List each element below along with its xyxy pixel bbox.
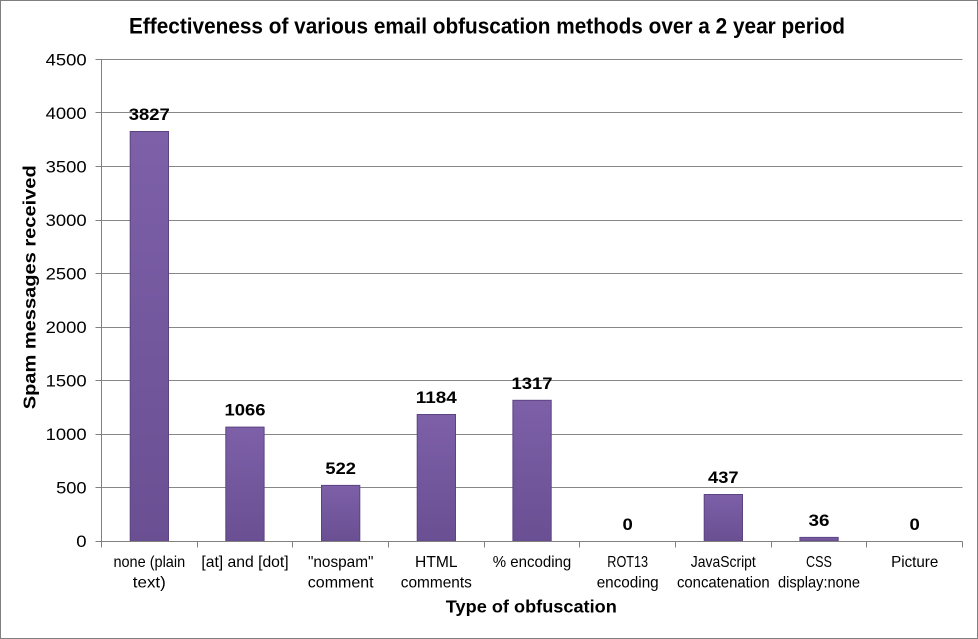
svg-text:36: 36 bbox=[809, 512, 830, 530]
svg-text:JavaScript: JavaScript bbox=[691, 554, 756, 571]
svg-text:0: 0 bbox=[910, 516, 920, 534]
svg-text:"nospam": "nospam" bbox=[308, 554, 374, 571]
svg-text:display:none: display:none bbox=[778, 574, 860, 591]
svg-text:4500: 4500 bbox=[46, 51, 87, 69]
svg-text:1000: 1000 bbox=[46, 426, 87, 444]
svg-text:concatenation: concatenation bbox=[677, 574, 770, 591]
svg-text:2500: 2500 bbox=[46, 266, 87, 284]
svg-text:comment: comment bbox=[308, 574, 374, 591]
svg-text:1184: 1184 bbox=[416, 389, 457, 407]
svg-text:[at] and [dot]: [at] and [dot] bbox=[201, 554, 288, 571]
svg-text:522: 522 bbox=[325, 460, 356, 478]
svg-text:ROT13: ROT13 bbox=[607, 554, 648, 571]
svg-text:0: 0 bbox=[76, 533, 86, 551]
svg-text:HTML: HTML bbox=[415, 554, 458, 571]
svg-text:2000: 2000 bbox=[46, 319, 87, 337]
svg-text:3000: 3000 bbox=[46, 212, 87, 230]
svg-text:encoding: encoding bbox=[597, 574, 659, 591]
svg-text:comments: comments bbox=[401, 574, 472, 591]
svg-text:3500: 3500 bbox=[46, 158, 87, 176]
svg-text:Type of obfuscation: Type of obfuscation bbox=[446, 597, 617, 617]
svg-text:none (plain: none (plain bbox=[113, 554, 185, 571]
svg-text:text): text) bbox=[133, 574, 166, 591]
svg-text:% encoding: % encoding bbox=[493, 554, 572, 571]
svg-text:4000: 4000 bbox=[46, 105, 87, 123]
svg-text:1500: 1500 bbox=[46, 373, 87, 391]
svg-text:Spam messages received: Spam messages received bbox=[19, 165, 39, 409]
svg-text:0: 0 bbox=[623, 516, 633, 534]
svg-text:1317: 1317 bbox=[512, 375, 553, 393]
svg-text:Picture: Picture bbox=[891, 554, 938, 571]
svg-text:437: 437 bbox=[708, 469, 739, 487]
svg-text:500: 500 bbox=[56, 480, 87, 498]
svg-text:1066: 1066 bbox=[225, 402, 266, 420]
svg-text:3827: 3827 bbox=[129, 106, 170, 124]
svg-text:CSS: CSS bbox=[806, 554, 832, 571]
svg-text:Effectiveness of various email: Effectiveness of various email obfuscati… bbox=[129, 14, 845, 39]
